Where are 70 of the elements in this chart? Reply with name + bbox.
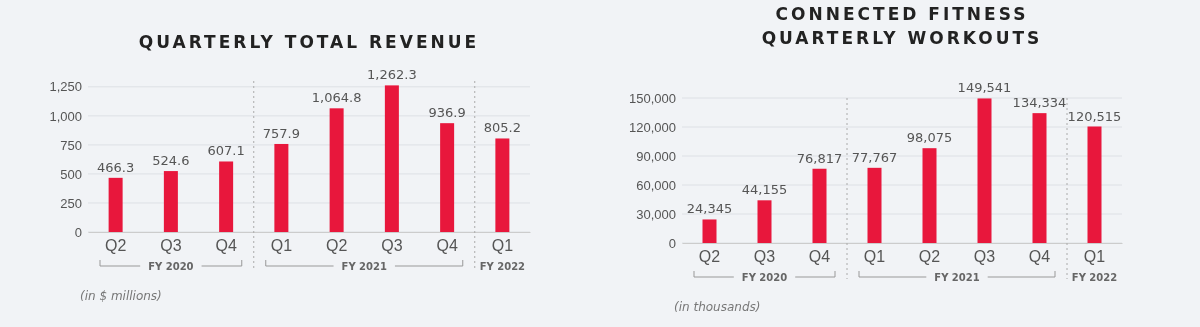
bar xyxy=(757,200,772,243)
bar xyxy=(1032,113,1047,243)
data-label: 134,334 xyxy=(1012,95,1067,111)
bar xyxy=(922,148,937,243)
data-label: 44,155 xyxy=(741,182,788,198)
y-tick-label: 0 xyxy=(74,224,82,240)
text: FY 2020 xyxy=(741,272,788,283)
bar xyxy=(108,177,123,232)
data-label: 98,075 xyxy=(906,130,953,146)
x-tick-label: Q1 xyxy=(863,248,886,266)
x-tick-label: Q2 xyxy=(325,237,348,255)
bar xyxy=(977,98,992,243)
data-label: 149,541 xyxy=(957,80,1012,96)
x-tick-label: Q3 xyxy=(753,248,776,266)
x-tick-label: Q2 xyxy=(918,248,941,266)
x-tick-label: Q4 xyxy=(215,237,237,255)
text: FY 2021 xyxy=(341,261,387,272)
x-tick-label: Q3 xyxy=(381,237,403,255)
bar xyxy=(219,161,234,232)
bar xyxy=(812,168,827,243)
bar xyxy=(495,138,510,232)
bar xyxy=(1087,126,1102,243)
data-label: 24,345 xyxy=(686,201,733,217)
text: FY 2022 xyxy=(479,261,526,272)
text: (in thousands) xyxy=(674,300,761,314)
bar xyxy=(440,123,455,232)
bar xyxy=(384,85,399,232)
chart-title: QUARTERLY TOTAL REVENUE xyxy=(138,32,480,52)
y-tick-label: 120,000 xyxy=(629,119,676,135)
bar xyxy=(274,143,289,232)
data-label: 466.3 xyxy=(97,159,135,175)
y-tick-label: 1,250 xyxy=(49,79,82,95)
y-tick-label: 1,000 xyxy=(49,108,82,124)
bar xyxy=(163,171,178,232)
text: FY 2022 xyxy=(1071,272,1118,283)
data-label: 607.1 xyxy=(207,143,245,159)
y-tick-label: 750 xyxy=(60,137,82,153)
bar xyxy=(329,108,344,232)
chart-title: CONNECTED FITNESS QUARTERLY WORKOUTS xyxy=(761,4,1043,48)
x-tick-label: Q3 xyxy=(160,237,182,255)
data-label: 77,767 xyxy=(851,149,898,165)
y-tick-label: 250 xyxy=(60,195,82,211)
data-label: 757.9 xyxy=(262,125,300,141)
data-label: 936.9 xyxy=(428,105,466,121)
x-tick-label: Q2 xyxy=(104,237,127,255)
x-tick-label: Q1 xyxy=(1083,248,1106,266)
y-tick-label: 60,000 xyxy=(636,177,676,193)
y-tick-label: 0 xyxy=(668,235,676,251)
data-label: 1,262.3 xyxy=(367,67,417,83)
x-tick-label: Q4 xyxy=(436,237,458,255)
x-tick-label: Q1 xyxy=(270,237,293,255)
y-tick-label: 500 xyxy=(60,166,82,182)
bar xyxy=(867,167,882,243)
x-tick-label: Q3 xyxy=(973,248,996,266)
x-tick-label: Q2 xyxy=(698,248,721,266)
x-tick-label: Q4 xyxy=(808,248,831,266)
text: FY 2020 xyxy=(148,261,194,272)
y-tick-label: 150,000 xyxy=(629,90,676,106)
text: (in $ millions) xyxy=(80,289,162,303)
data-label: 805.2 xyxy=(483,120,521,136)
x-tick-label: Q4 xyxy=(1028,248,1051,266)
x-tick-label: Q1 xyxy=(491,237,514,255)
data-label: 76,817 xyxy=(796,150,843,166)
text: FY 2021 xyxy=(934,272,980,283)
bar xyxy=(702,219,717,243)
data-label: 524.6 xyxy=(152,153,190,169)
data-label: 1,064.8 xyxy=(311,90,362,106)
y-tick-label: 30,000 xyxy=(636,206,676,222)
y-tick-label: 90,000 xyxy=(636,148,676,164)
data-label: 120,515 xyxy=(1067,108,1122,124)
